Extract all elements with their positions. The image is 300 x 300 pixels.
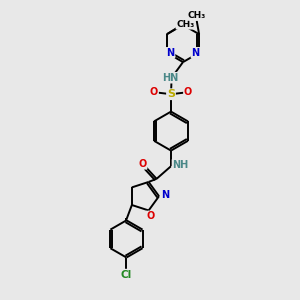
Text: Cl: Cl xyxy=(121,270,132,280)
Text: O: O xyxy=(146,212,154,221)
Text: NH: NH xyxy=(172,160,189,170)
Text: CH₃: CH₃ xyxy=(188,11,206,20)
Text: HN: HN xyxy=(162,73,178,83)
Text: N: N xyxy=(191,48,200,58)
Text: N: N xyxy=(161,190,170,200)
Text: O: O xyxy=(138,159,147,169)
Text: O: O xyxy=(150,87,158,97)
Text: N: N xyxy=(167,48,175,58)
Text: S: S xyxy=(167,89,175,99)
Text: CH₃: CH₃ xyxy=(176,20,195,29)
Text: O: O xyxy=(184,87,192,97)
